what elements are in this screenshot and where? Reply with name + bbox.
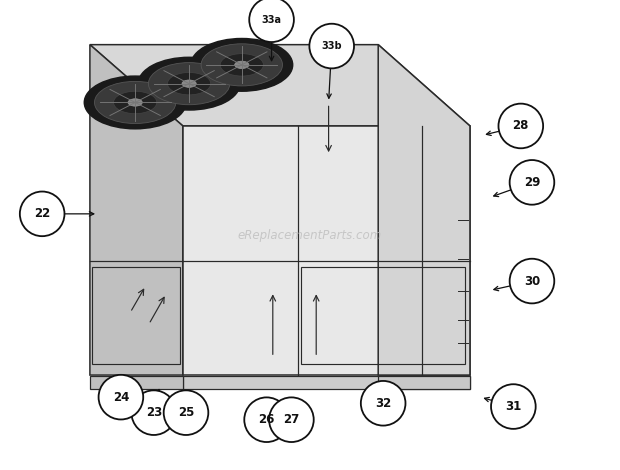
Text: 33a: 33a bbox=[262, 15, 281, 25]
Text: 29: 29 bbox=[524, 176, 540, 189]
Ellipse shape bbox=[220, 54, 264, 76]
Text: 22: 22 bbox=[34, 207, 50, 220]
Text: eReplacementParts.com: eReplacementParts.com bbox=[238, 228, 382, 242]
Text: 25: 25 bbox=[178, 406, 194, 419]
Text: 33b: 33b bbox=[321, 41, 342, 51]
Ellipse shape bbox=[249, 0, 294, 42]
Ellipse shape bbox=[191, 39, 293, 91]
Text: 30: 30 bbox=[524, 274, 540, 288]
Ellipse shape bbox=[138, 57, 240, 110]
Ellipse shape bbox=[131, 391, 176, 435]
Ellipse shape bbox=[361, 381, 405, 425]
Text: 31: 31 bbox=[505, 400, 521, 413]
Ellipse shape bbox=[94, 81, 176, 124]
Ellipse shape bbox=[84, 76, 186, 129]
Ellipse shape bbox=[498, 104, 543, 148]
Ellipse shape bbox=[113, 91, 157, 114]
Text: 26: 26 bbox=[259, 413, 275, 426]
Ellipse shape bbox=[99, 375, 143, 419]
Polygon shape bbox=[90, 376, 183, 389]
Text: 23: 23 bbox=[146, 406, 162, 419]
Ellipse shape bbox=[269, 398, 314, 442]
Polygon shape bbox=[90, 45, 183, 375]
Polygon shape bbox=[183, 376, 470, 389]
Ellipse shape bbox=[164, 391, 208, 435]
Ellipse shape bbox=[309, 24, 354, 68]
Polygon shape bbox=[378, 376, 470, 389]
Polygon shape bbox=[378, 45, 470, 375]
Ellipse shape bbox=[167, 72, 211, 95]
Polygon shape bbox=[90, 45, 470, 126]
Ellipse shape bbox=[244, 398, 289, 442]
Ellipse shape bbox=[235, 61, 249, 69]
Text: 24: 24 bbox=[113, 391, 129, 404]
Ellipse shape bbox=[510, 259, 554, 303]
Ellipse shape bbox=[128, 99, 142, 106]
Text: 32: 32 bbox=[375, 397, 391, 410]
Text: 27: 27 bbox=[283, 413, 299, 426]
Text: 28: 28 bbox=[513, 119, 529, 133]
Ellipse shape bbox=[20, 192, 64, 236]
Ellipse shape bbox=[510, 160, 554, 204]
Ellipse shape bbox=[491, 384, 536, 429]
Ellipse shape bbox=[148, 63, 230, 105]
Polygon shape bbox=[183, 126, 470, 375]
Ellipse shape bbox=[201, 44, 283, 86]
Ellipse shape bbox=[182, 80, 196, 87]
